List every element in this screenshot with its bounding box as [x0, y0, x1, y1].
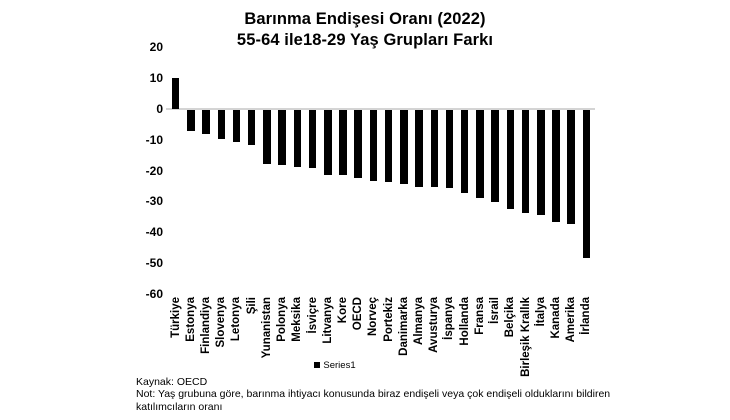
y-tick-label: -10: [145, 132, 163, 147]
method-note-line2: katılımcıların oranı: [136, 400, 223, 413]
y-tick-label: 0: [156, 101, 163, 116]
y-tick-label: 20: [149, 40, 163, 54]
bar-Portekiz: [384, 109, 393, 183]
chart-title-line1: Barınma Endişesi Oranı (2022): [244, 10, 486, 28]
y-tick-label: -50: [145, 256, 163, 271]
category-label: Amerika: [565, 297, 578, 343]
legend: Series1: [135, 358, 535, 372]
bar-Hollanda: [460, 109, 469, 194]
method-note-line1: Not: Yaş grubuna göre, barınma ihtiyacı …: [136, 388, 611, 401]
bar-İsviçre: [308, 109, 317, 169]
bar-Türkiye: [171, 77, 180, 109]
category-label: Finlandiya: [200, 297, 213, 354]
bar-Estonya: [187, 109, 195, 132]
category-label: Meksika: [291, 297, 304, 342]
bar-Yunanistan: [263, 109, 271, 164]
bar-Litvanya: [324, 109, 332, 175]
category-label: OECD: [352, 297, 365, 331]
bar-Şili: [247, 109, 256, 146]
category-label: Avusturya: [428, 297, 441, 353]
category-label: İspanya: [443, 297, 456, 340]
bar-Kore: [339, 109, 347, 175]
category-label: İsrail: [489, 297, 502, 324]
chart-title-line2: 55-64 ile18-29 Yaş Grupları Farkı: [236, 31, 494, 49]
category-label: Belçika: [504, 297, 517, 338]
bar-Polonya: [278, 109, 286, 166]
y-tick-label: -20: [145, 163, 163, 178]
bar-İsrail: [491, 109, 499, 203]
bar-Danimarka: [400, 109, 408, 184]
category-label: Slovenya: [215, 297, 228, 348]
y-tick-label: -30: [145, 194, 163, 209]
footer: Kaynak: OECD Not: Yaş grubuna göre, barı…: [136, 376, 696, 413]
category-label: Şili: [245, 297, 258, 315]
bar-Fransa: [476, 109, 484, 198]
category-label: Estonya: [184, 297, 197, 342]
chart-title: Barınma Endişesi Oranı (2022) 55-64 ile1…: [0, 9, 730, 51]
category-label: İrlanda: [580, 297, 593, 335]
bar-İspanya: [445, 109, 454, 189]
category-label: Polonya: [276, 297, 289, 342]
bar-Slovenya: [217, 109, 225, 140]
bar-Norveç: [369, 109, 378, 181]
bar-Belçika: [506, 109, 515, 209]
category-label: İtalya: [534, 297, 547, 327]
category-label: Norveç: [367, 297, 380, 336]
bar-Almanya: [415, 109, 423, 187]
y-axis-ticks: 20 10 0 -10 -20 -30 -40 -50 -60: [0, 0, 163, 320]
plot-area: [166, 47, 595, 294]
category-label: Yunanistan: [260, 297, 273, 359]
source-note: Kaynak: OECD: [136, 376, 208, 388]
category-label: Kanada: [549, 297, 562, 339]
bar-Birleşik Krallık: [521, 109, 530, 214]
bar-Letonya: [232, 109, 241, 143]
bar-OECD: [354, 109, 362, 178]
bar-İtalya: [537, 109, 545, 215]
category-label: Kore: [336, 297, 349, 324]
category-label: Hollanda: [458, 297, 471, 346]
legend-marker-square: [314, 362, 321, 368]
category-label: Litvanya: [321, 297, 334, 344]
y-tick-label: -40: [145, 225, 163, 240]
bar-Meksika: [293, 109, 302, 167]
bar-Amerika: [567, 109, 575, 224]
category-label: İsviçre: [306, 297, 319, 334]
bar-Kanada: [552, 109, 560, 223]
y-tick-label: 10: [149, 70, 163, 85]
category-label: Almanya: [413, 297, 426, 345]
category-label: Portekiz: [382, 297, 395, 342]
bar-Finlandiya: [202, 109, 210, 135]
category-label: Danimarka: [397, 297, 410, 356]
category-label: Fransa: [473, 297, 486, 335]
bar-Avusturya: [430, 109, 438, 187]
category-label: Letonya: [230, 297, 243, 342]
bar-İrlanda: [582, 109, 591, 258]
category-label: Türkiye: [169, 297, 182, 338]
x-axis-line: [166, 108, 595, 110]
legend-label: Series1: [323, 359, 356, 371]
y-tick-label: -60: [145, 287, 163, 301]
